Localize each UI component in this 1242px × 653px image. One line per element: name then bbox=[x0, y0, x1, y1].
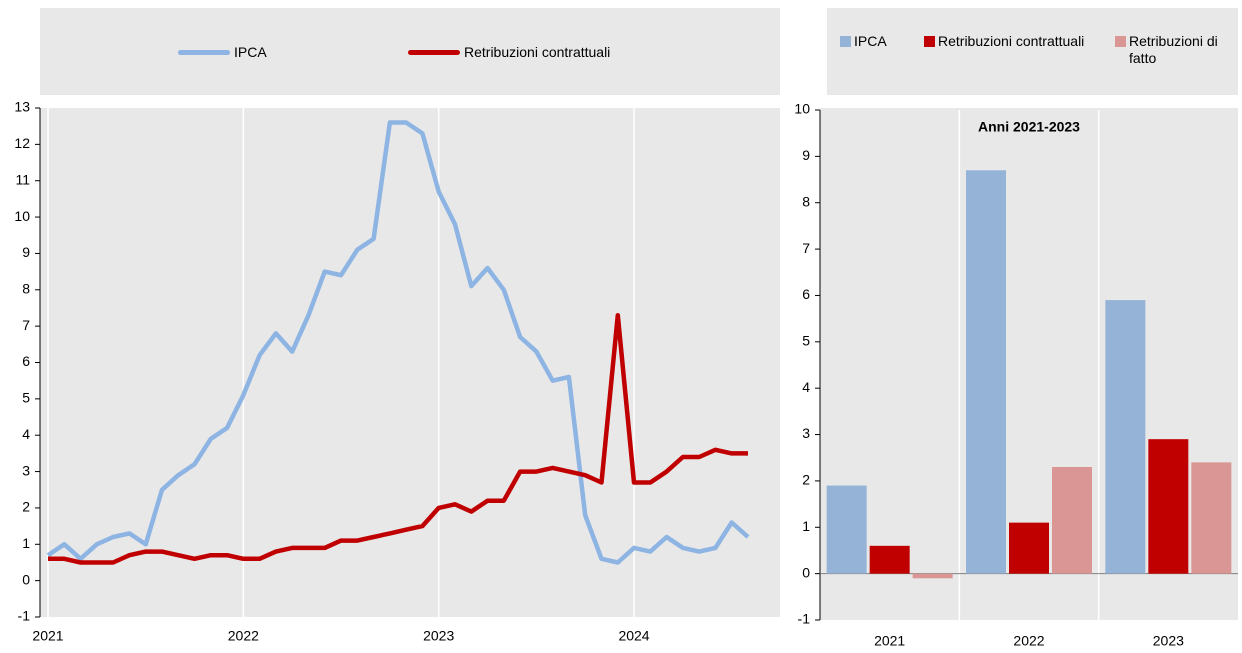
y-tick-label: 1 bbox=[22, 535, 30, 551]
bar bbox=[1148, 439, 1189, 574]
legend-item: IPCA bbox=[840, 33, 887, 50]
y-tick-label: 7 bbox=[22, 317, 30, 333]
legend-swatch bbox=[840, 36, 851, 47]
bar bbox=[1105, 300, 1146, 574]
y-tick-label: 6 bbox=[802, 286, 810, 302]
legend-label: IPCA bbox=[234, 44, 267, 60]
y-tick-label: 5 bbox=[22, 390, 30, 406]
y-tick-label: 2 bbox=[802, 472, 810, 488]
plot-area bbox=[40, 108, 780, 617]
y-tick-label: 0 bbox=[802, 564, 810, 580]
y-tick-label: 8 bbox=[22, 280, 30, 296]
legend-label: Retribuzioni contrattuali bbox=[938, 33, 1085, 49]
y-tick-label: -1 bbox=[798, 611, 811, 627]
bar bbox=[1052, 467, 1092, 574]
x-tick-label: 2024 bbox=[618, 628, 649, 644]
legend-item: IPCA bbox=[178, 44, 267, 61]
x-tick-label: 2023 bbox=[423, 628, 454, 644]
y-tick-label: 3 bbox=[802, 425, 810, 441]
y-tick-label: 10 bbox=[794, 101, 810, 117]
legend-label: Retribuzioni di fatto bbox=[1129, 33, 1218, 66]
y-tick-label: 5 bbox=[802, 333, 810, 349]
y-tick-label: 10 bbox=[14, 208, 30, 224]
x-tick-label: 2021 bbox=[874, 633, 905, 649]
y-tick-label: 13 bbox=[14, 99, 30, 115]
legend-box bbox=[827, 8, 1238, 95]
y-tick-label: 2 bbox=[22, 499, 30, 515]
x-tick-label: 2022 bbox=[1013, 633, 1044, 649]
legend-label: IPCA bbox=[854, 33, 887, 49]
bar bbox=[912, 573, 953, 579]
x-tick-label: 2022 bbox=[228, 628, 259, 644]
y-tick-label: 8 bbox=[802, 193, 810, 209]
y-tick-label: 4 bbox=[802, 379, 810, 395]
x-tick-label: 2023 bbox=[1153, 633, 1184, 649]
legend-swatch bbox=[1115, 36, 1126, 47]
line-series bbox=[48, 312, 748, 565]
bar bbox=[1191, 462, 1232, 574]
bar bbox=[826, 485, 867, 574]
bar bbox=[966, 170, 1006, 574]
bar bbox=[869, 545, 910, 574]
y-tick-label: 12 bbox=[14, 135, 30, 151]
x-tick-label: 2021 bbox=[32, 628, 63, 644]
y-tick-label: 9 bbox=[22, 244, 30, 260]
legend-item: Retribuzioni contrattuali bbox=[924, 33, 1084, 50]
y-tick-label: 7 bbox=[802, 240, 810, 256]
y-tick-label: 9 bbox=[802, 147, 810, 163]
legend-label: Retribuzioni contrattuali bbox=[464, 44, 611, 60]
y-tick-label: 4 bbox=[22, 426, 30, 442]
y-tick-label: 1 bbox=[802, 518, 810, 534]
legend-item: Retribuzioni di fatto bbox=[1115, 33, 1229, 67]
y-tick-label: -1 bbox=[18, 608, 31, 624]
legend-swatch bbox=[408, 50, 460, 55]
bar bbox=[1009, 522, 1049, 574]
legend-swatch bbox=[924, 36, 935, 47]
legend-item: Retribuzioni contrattuali bbox=[408, 44, 610, 61]
y-tick-label: 0 bbox=[22, 571, 30, 587]
line-series bbox=[46, 120, 750, 565]
annotation: Anni 2021-2023 bbox=[978, 119, 1080, 135]
y-tick-label: 11 bbox=[15, 171, 30, 187]
legend-swatch bbox=[178, 50, 230, 55]
y-tick-label: 6 bbox=[22, 353, 30, 369]
y-tick-label: 3 bbox=[22, 462, 30, 478]
